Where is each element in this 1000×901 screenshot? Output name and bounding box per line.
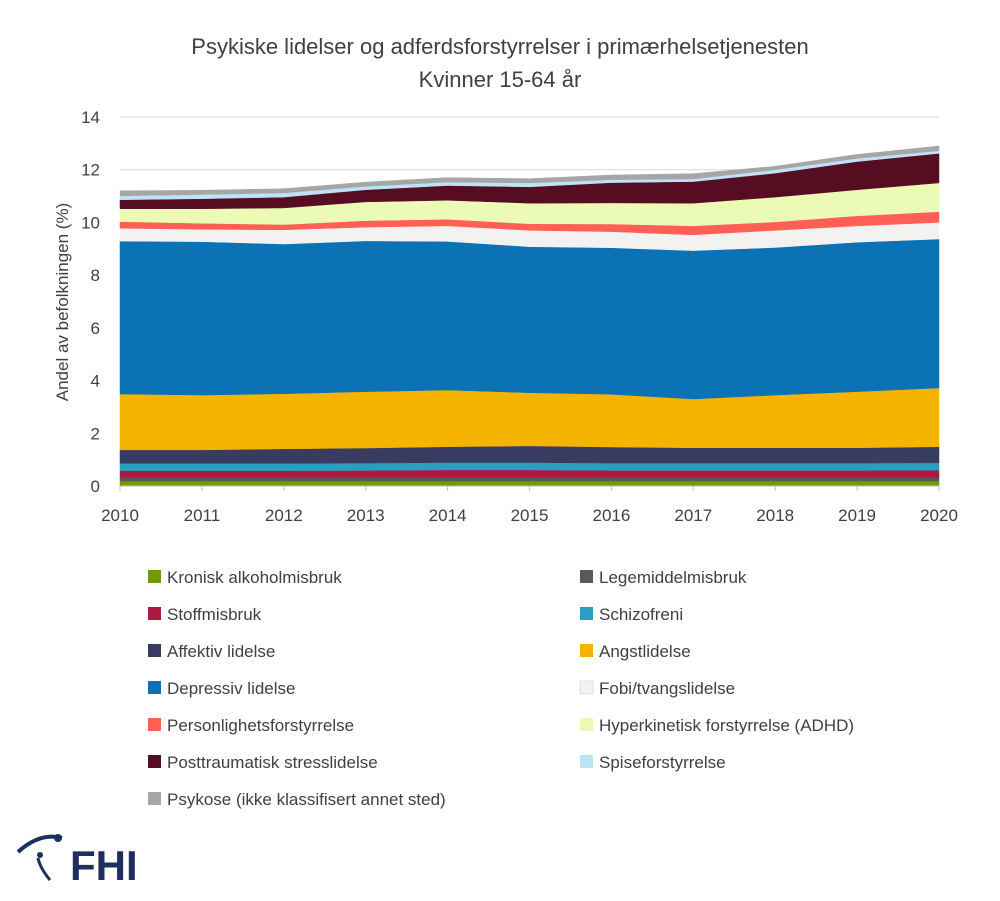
chart-subtitle: Kvinner 15-64 år (419, 67, 582, 92)
chart-title: Psykiske lidelser og adferdsforstyrrelse… (191, 34, 808, 59)
area-stoffmisbruk (119, 469, 940, 478)
legend-item[interactable]: Legemiddelmisbruk (580, 568, 747, 587)
area-kronisk-alkoholmisbruk (119, 480, 940, 487)
legend-swatch (148, 681, 161, 694)
legend-label: Legemiddelmisbruk (599, 568, 747, 587)
x-tick-label: 2014 (429, 506, 467, 525)
legend-swatch (580, 607, 593, 620)
legend-label: Affektiv lidelse (167, 642, 275, 661)
legend-swatch (148, 792, 161, 805)
x-tick-label: 2013 (347, 506, 385, 525)
y-tick-label: 14 (81, 108, 100, 127)
x-tick-label: 2017 (674, 506, 712, 525)
legend-swatch (148, 570, 161, 583)
x-tick-label: 2018 (756, 506, 794, 525)
x-tick-label: 2010 (101, 506, 139, 525)
legend-label: Schizofreni (599, 605, 683, 624)
legend-item[interactable]: Depressiv lidelse (148, 679, 296, 698)
legend-item[interactable]: Fobi/tvangslidelse (579, 679, 735, 698)
y-tick-label: 2 (91, 424, 100, 443)
y-tick-label: 0 (91, 477, 100, 496)
legend-swatch (148, 718, 161, 731)
logo-text: FHI (70, 842, 138, 889)
logo-curve-icon (36, 857, 52, 881)
y-tick-label: 6 (91, 319, 100, 338)
legend-label: Depressiv lidelse (167, 679, 296, 698)
legend-label: Kronisk alkoholmisbruk (167, 568, 342, 587)
fhi-logo: FHI (16, 834, 138, 889)
legend-item[interactable]: Personlighetsforstyrrelse (148, 716, 354, 735)
y-axis-label: Andel av befolkningen (%) (53, 203, 72, 401)
area-depressiv-lidelse (119, 238, 940, 400)
area-psykose-ikke-klassifisert-annet-sted- (119, 145, 940, 197)
legend-swatch (148, 644, 161, 657)
x-tick-label: 2011 (184, 506, 221, 525)
area-angstlidelse (119, 387, 940, 451)
x-tick-label: 2016 (592, 506, 630, 525)
legend-item[interactable]: Spiseforstyrrelse (580, 753, 726, 772)
legend-item[interactable]: Kronisk alkoholmisbruk (148, 568, 342, 587)
legend-label: Spiseforstyrrelse (599, 753, 726, 772)
logo-dot-icon (54, 834, 62, 842)
x-tick-label: 2020 (920, 506, 958, 525)
legend-label: Psykose (ikke klassifisert annet sted) (167, 790, 446, 809)
logo-dot-small-icon (37, 852, 43, 858)
legend-label: Personlighetsforstyrrelse (167, 716, 354, 735)
legend-label: Hyperkinetisk forstyrrelse (ADHD) (599, 716, 854, 735)
y-tick-label: 8 (91, 266, 100, 285)
legend-swatch (148, 607, 161, 620)
x-tick-label: 2019 (838, 506, 876, 525)
legend-item[interactable]: Stoffmisbruk (148, 605, 262, 624)
legend-item[interactable]: Angstlidelse (580, 642, 691, 661)
legend-swatch (580, 755, 593, 768)
legend-item[interactable]: Posttraumatisk stresslidelse (148, 753, 378, 772)
legend-swatch (580, 570, 593, 583)
y-tick-label: 12 (81, 161, 100, 180)
legend-label: Posttraumatisk stresslidelse (167, 753, 378, 772)
area-schizofreni (119, 462, 940, 471)
legend-label: Angstlidelse (599, 642, 691, 661)
x-tick-label: 2012 (265, 506, 303, 525)
legend-item[interactable]: Affektiv lidelse (148, 642, 275, 661)
legend-label: Stoffmisbruk (167, 605, 262, 624)
y-tick-label: 4 (91, 372, 100, 391)
legend-label: Fobi/tvangslidelse (599, 679, 735, 698)
y-tick-label: 10 (81, 213, 100, 232)
legend-swatch (579, 680, 594, 695)
legend-item[interactable]: Psykose (ikke klassifisert annet sted) (148, 790, 446, 809)
area-legemiddelmisbruk (119, 477, 940, 482)
legend-item[interactable]: Hyperkinetisk forstyrrelse (ADHD) (580, 716, 854, 735)
legend-swatch (148, 755, 161, 768)
legend-swatch (580, 718, 593, 731)
legend-item[interactable]: Schizofreni (580, 605, 683, 624)
x-tick-label: 2015 (511, 506, 549, 525)
legend-swatch (580, 644, 593, 657)
